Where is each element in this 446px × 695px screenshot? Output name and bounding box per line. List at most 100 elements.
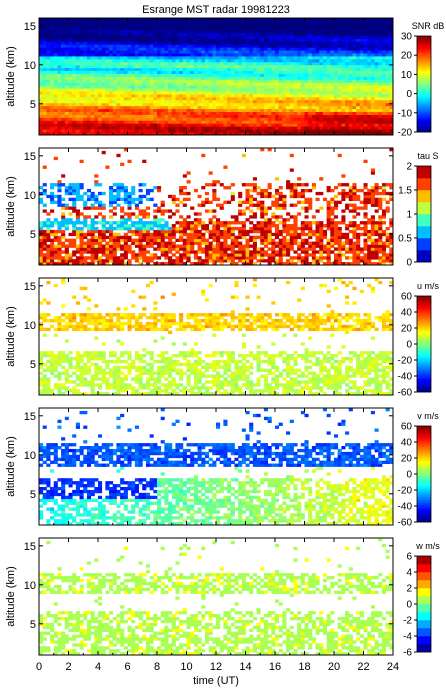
heatmap-cell <box>367 117 371 120</box>
heatmap-cell <box>157 77 161 80</box>
heatmap-cell <box>220 65 224 68</box>
heatmap-cell <box>223 230 227 233</box>
heatmap-cell <box>46 224 50 227</box>
heatmap-cell <box>268 71 272 74</box>
heatmap-cell <box>364 97 368 100</box>
heatmap-cell <box>98 250 102 253</box>
heatmap-cell <box>264 50 268 53</box>
heatmap-cell <box>242 106 246 109</box>
heatmap-cell <box>341 21 345 24</box>
heatmap-cell <box>319 71 323 74</box>
heatmap-cell <box>212 230 216 233</box>
heatmap-cell <box>128 245 132 248</box>
heatmap-cell <box>39 94 43 97</box>
heatmap-cell <box>386 112 390 115</box>
heatmap-cell <box>142 62 146 65</box>
heatmap-cell <box>352 47 356 50</box>
heatmap-cell <box>124 38 128 41</box>
heatmap-cell <box>282 100 286 103</box>
heatmap-cell <box>205 74 209 77</box>
heatmap-cell <box>264 88 268 91</box>
heatmap-cell <box>194 41 198 44</box>
heatmap-cell <box>330 65 334 68</box>
heatmap-cell <box>378 120 382 123</box>
heatmap-cell <box>327 103 331 106</box>
heatmap-cell <box>61 250 65 253</box>
heatmap-cell <box>102 44 106 47</box>
heatmap-cell <box>109 129 113 132</box>
heatmap-cell <box>216 129 220 132</box>
heatmap-cell <box>187 233 191 236</box>
heatmap-cell <box>330 82 334 85</box>
heatmap-cell <box>220 68 224 71</box>
heatmap-cell <box>80 47 84 50</box>
heatmap-cell <box>61 242 65 245</box>
heatmap-cell <box>308 44 312 47</box>
heatmap-cell <box>61 65 65 68</box>
heatmap-cell <box>128 47 132 50</box>
heatmap-cell <box>316 109 320 112</box>
heatmap-cell <box>135 126 139 129</box>
heatmap-cell <box>116 36 120 39</box>
heatmap-cell <box>109 77 113 80</box>
heatmap-cell <box>386 85 390 88</box>
heatmap-cell <box>65 36 69 39</box>
heatmap-cell <box>72 115 76 118</box>
heatmap-cell <box>175 88 179 91</box>
heatmap-cell <box>352 36 356 39</box>
heatmap-cell <box>356 33 360 36</box>
heatmap-cell <box>187 27 191 30</box>
heatmap-cell <box>234 53 238 56</box>
heatmap-cell <box>172 100 176 103</box>
heatmap-cell <box>175 41 179 44</box>
heatmap-cell <box>282 47 286 50</box>
heatmap-cell <box>382 38 386 41</box>
heatmap-cell <box>94 59 98 62</box>
heatmap-cell <box>135 94 139 97</box>
heatmap-cell <box>175 77 179 80</box>
heatmap-cell <box>179 38 183 41</box>
heatmap-cell <box>246 91 250 94</box>
heatmap-cell <box>50 117 54 120</box>
heatmap-cell <box>249 250 253 253</box>
heatmap-cell <box>257 33 261 36</box>
heatmap-cell <box>142 50 146 53</box>
heatmap-cell <box>378 88 382 91</box>
heatmap-cell <box>146 97 150 100</box>
heatmap-cell <box>312 53 316 56</box>
heatmap-cell <box>135 204 139 207</box>
heatmap-cell <box>341 36 345 39</box>
heatmap-cell <box>157 59 161 62</box>
heatmap-cell <box>109 253 113 256</box>
heatmap-cell <box>43 106 47 109</box>
heatmap-cell <box>139 62 143 65</box>
heatmap-cell <box>327 74 331 77</box>
heatmap-cell <box>128 250 132 253</box>
heatmap-cell <box>234 227 238 230</box>
heatmap-cell <box>198 221 202 224</box>
heatmap-cell <box>271 71 275 74</box>
heatmap-cell <box>352 53 356 56</box>
heatmap-cell <box>198 33 202 36</box>
heatmap-cell <box>91 97 95 100</box>
heatmap-cell <box>116 198 120 201</box>
heatmap-cell <box>301 85 305 88</box>
heatmap-cell <box>334 30 338 33</box>
heatmap-cell <box>234 38 238 41</box>
heatmap-cell <box>297 62 301 65</box>
heatmap-cell <box>153 256 157 259</box>
heatmap-cell <box>183 247 187 250</box>
heatmap-cell <box>312 112 316 115</box>
heatmap-cell <box>364 79 368 82</box>
heatmap-cell <box>124 253 128 256</box>
heatmap-cell <box>164 250 168 253</box>
heatmap-cell <box>139 218 143 221</box>
heatmap-cell <box>113 27 117 30</box>
heatmap-cell <box>364 94 368 97</box>
heatmap-cell <box>65 38 69 41</box>
heatmap-cell <box>371 85 375 88</box>
heatmap-cell <box>54 236 58 239</box>
heatmap-cell <box>279 77 283 80</box>
heatmap-cell <box>139 97 143 100</box>
heatmap-cell <box>323 97 327 100</box>
